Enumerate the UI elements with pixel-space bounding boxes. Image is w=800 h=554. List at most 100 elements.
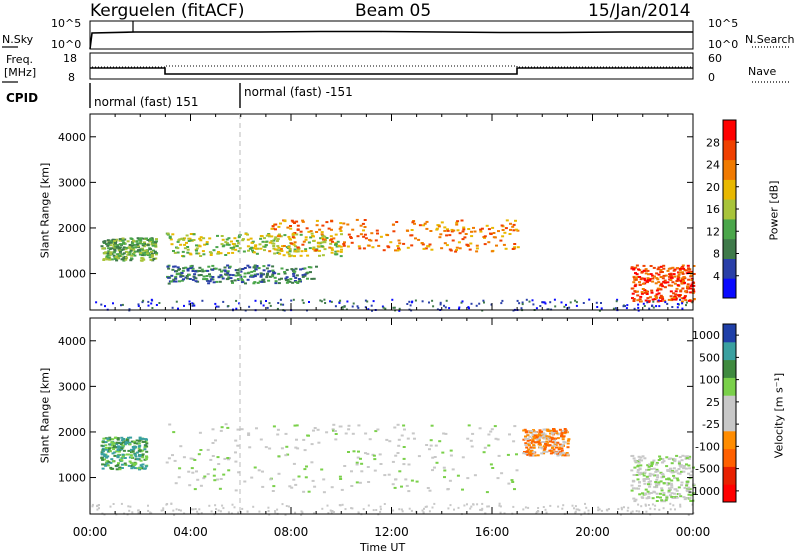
heat-cell	[301, 275, 305, 278]
heat-cell	[323, 238, 327, 241]
heat-cell	[367, 244, 371, 247]
heat-cell	[638, 283, 642, 286]
heat-cell	[155, 238, 158, 241]
heat-cell	[320, 231, 324, 234]
heat-cell	[377, 244, 381, 247]
heat-cell	[219, 478, 223, 480]
heat-cell	[387, 473, 391, 476]
heat-cell	[355, 218, 359, 221]
heat-cell	[530, 452, 534, 455]
heat-cell	[238, 247, 242, 250]
heat-cell	[263, 249, 266, 252]
heat-cell	[198, 266, 202, 269]
heat-cell	[374, 430, 378, 433]
heat-cell	[545, 437, 549, 440]
heat-cell	[677, 276, 681, 279]
heat-cell	[236, 428, 240, 431]
heat-cell	[288, 280, 292, 283]
heat-cell	[687, 268, 691, 271]
heat-cell	[167, 282, 171, 285]
heat-cell	[562, 452, 566, 455]
heat-cell	[372, 509, 375, 512]
heat-cell	[120, 448, 124, 451]
heat-cell	[216, 234, 219, 237]
heat-cell	[276, 252, 280, 254]
heat-cell	[682, 470, 686, 473]
heat-cell	[466, 477, 470, 480]
heat-cell	[678, 493, 682, 496]
heat-cell	[382, 306, 385, 309]
heat-cell	[662, 507, 665, 510]
heat-cell	[672, 292, 676, 295]
heat-cell	[231, 503, 234, 506]
heat-cell	[330, 251, 334, 254]
heat-cell	[352, 302, 355, 305]
heat-cell	[659, 300, 663, 302]
heat-cell	[659, 457, 663, 460]
heat-cell	[639, 456, 643, 459]
heat-cell	[181, 269, 185, 272]
heat-cell	[406, 229, 410, 232]
heat-cell	[222, 473, 226, 476]
heat-cell	[314, 249, 318, 252]
heat-cell	[677, 462, 681, 465]
heat-cell	[391, 460, 395, 463]
heat-cell	[287, 505, 290, 508]
heat-cell	[379, 505, 382, 508]
heat-cell	[634, 283, 638, 286]
colorbar-swatch	[723, 238, 736, 259]
heat-cell	[337, 244, 341, 247]
heat-cell	[290, 219, 294, 222]
heat-cell	[260, 280, 264, 283]
heat-cell	[291, 281, 295, 284]
heat-cell	[648, 472, 652, 475]
heat-cell	[559, 452, 563, 455]
heat-cell	[188, 484, 192, 487]
heat-cell	[637, 503, 640, 506]
heat-cell	[118, 239, 122, 242]
heat-cell	[206, 279, 210, 282]
heat-cell	[652, 467, 656, 470]
heat-cell	[130, 244, 134, 247]
heat-cell	[545, 440, 549, 443]
heat-cell	[692, 290, 696, 293]
heat-cell	[554, 441, 558, 444]
heat-cell	[332, 237, 336, 240]
heat-cell	[223, 266, 227, 269]
heat-cell	[677, 486, 681, 489]
y-tick-label: 4000	[58, 131, 86, 144]
heat-cell	[318, 228, 322, 231]
heat-cell	[351, 432, 355, 435]
heat-cell	[677, 273, 681, 276]
heat-cell	[227, 469, 231, 472]
heat-cell	[542, 428, 546, 431]
heat-cell	[632, 457, 636, 460]
heat-cell	[104, 251, 108, 254]
heat-cell	[137, 509, 140, 512]
heat-cell	[656, 496, 659, 499]
heat-cell	[566, 442, 570, 445]
heat-cell	[307, 266, 311, 269]
heat-cell	[522, 429, 526, 432]
heat-cell	[234, 248, 238, 251]
heat-cell	[199, 449, 203, 451]
heat-cell	[303, 273, 307, 276]
heat-cell	[445, 234, 449, 237]
beam-title: Beam 05	[355, 1, 432, 21]
heat-cell	[498, 504, 501, 507]
heat-cell	[496, 477, 500, 480]
heat-cell	[370, 232, 374, 235]
heat-cell	[687, 472, 691, 475]
heat-cell	[193, 273, 197, 276]
heat-cell	[487, 241, 491, 244]
heat-cell	[475, 247, 479, 250]
heat-cell	[551, 437, 555, 440]
heat-cell	[669, 279, 673, 281]
heat-cell	[637, 461, 641, 464]
colorbar-tick-label: 25	[706, 396, 720, 409]
nsky-tick-top: 10^5	[51, 17, 82, 30]
heat-cell	[294, 511, 297, 514]
heat-cell	[149, 258, 153, 261]
heat-cell	[198, 508, 201, 511]
heat-cell	[299, 268, 303, 271]
